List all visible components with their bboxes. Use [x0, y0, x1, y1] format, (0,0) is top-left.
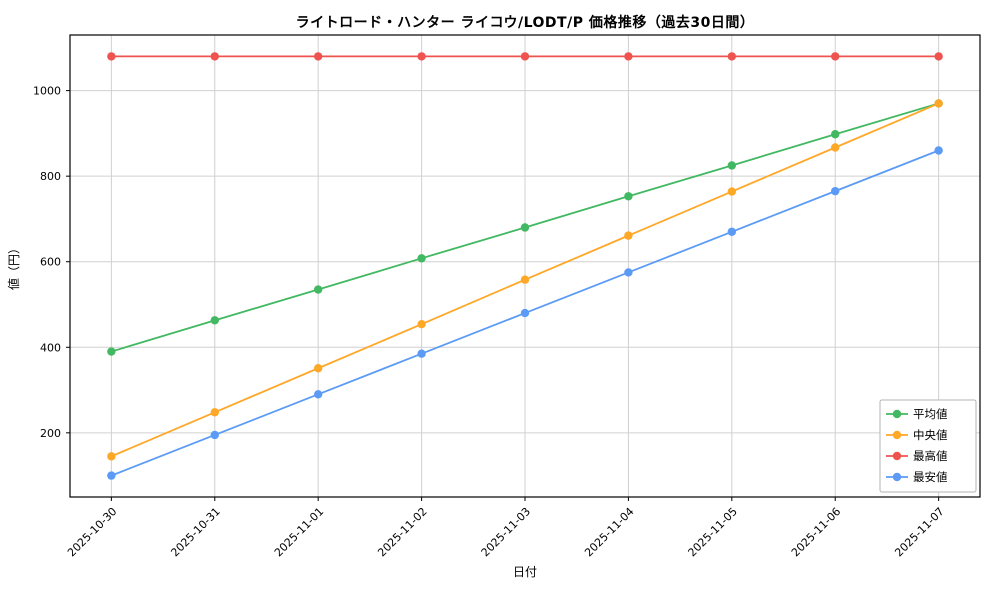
- data-point-最高値: [934, 52, 943, 61]
- data-point-最安値: [210, 430, 219, 440]
- data-point-平均値: [313, 285, 323, 294]
- data-point-最高値: [417, 52, 426, 61]
- legend-label-平均値: 平均値: [913, 407, 948, 421]
- legend-marker: [892, 430, 902, 440]
- y-tick-label: 1000: [33, 85, 61, 98]
- x-tick-label: 2025-11-05: [686, 505, 740, 559]
- data-point-平均値: [107, 347, 116, 356]
- x-tick-label: 2025-10-30: [65, 505, 119, 559]
- data-point-最高値: [831, 52, 840, 61]
- data-point-最安値: [831, 186, 840, 196]
- data-point-最安値: [107, 471, 116, 480]
- data-point-平均値: [417, 254, 426, 263]
- y-tick-label: 400: [40, 341, 61, 354]
- legend-marker: [892, 451, 902, 461]
- y-tick-label: 800: [40, 170, 61, 183]
- legend-label-中央値: 中央値: [913, 428, 948, 442]
- legend-marker: [892, 472, 902, 482]
- x-tick-label: 2025-11-01: [272, 505, 326, 559]
- legend-label-最安値: 最安値: [913, 470, 948, 484]
- data-point-最高値: [520, 52, 530, 61]
- data-point-最安値: [624, 268, 633, 277]
- data-point-平均値: [520, 223, 530, 232]
- y-tick-label: 600: [40, 256, 61, 269]
- data-point-最高値: [210, 52, 219, 61]
- data-point-中央値: [313, 364, 323, 373]
- data-point-中央値: [624, 231, 633, 240]
- data-point-最高値: [727, 52, 737, 61]
- legend-marker: [892, 409, 902, 419]
- legend-box: [879, 399, 977, 493]
- data-point-平均値: [624, 192, 633, 201]
- data-point-最安値: [313, 390, 323, 399]
- data-point-中央値: [417, 319, 426, 329]
- x-tick-label: 2025-11-03: [479, 505, 533, 559]
- data-point-中央値: [831, 143, 840, 152]
- x-tick-label: 2025-11-06: [789, 505, 843, 559]
- chart-title: ライトロード・ハンター ライコウ/LODT/P 価格推移（過去30日間）: [295, 15, 755, 31]
- x-axis-label: 日付: [512, 565, 537, 579]
- legend-label-最高値: 最高値: [913, 449, 948, 463]
- data-point-最安値: [727, 227, 737, 236]
- data-point-平均値: [210, 316, 219, 325]
- x-tick-label: 2025-11-04: [582, 505, 636, 559]
- data-point-中央値: [934, 99, 943, 108]
- data-point-最安値: [417, 349, 426, 358]
- data-point-中央値: [520, 275, 530, 284]
- x-tick-label: 2025-11-02: [375, 505, 429, 559]
- data-point-平均値: [727, 161, 737, 170]
- data-point-最安値: [520, 308, 530, 318]
- data-point-中央値: [210, 408, 219, 417]
- data-point-最高値: [624, 52, 633, 61]
- data-point-最高値: [107, 52, 116, 61]
- x-tick-label: 2025-11-07: [892, 505, 946, 559]
- data-point-中央値: [107, 452, 116, 461]
- data-point-中央値: [727, 187, 737, 196]
- data-point-最安値: [934, 146, 943, 155]
- data-point-最高値: [313, 52, 323, 61]
- y-tick-label: 200: [40, 427, 61, 440]
- x-tick-label: 2025-10-31: [168, 505, 222, 559]
- data-point-平均値: [831, 130, 840, 139]
